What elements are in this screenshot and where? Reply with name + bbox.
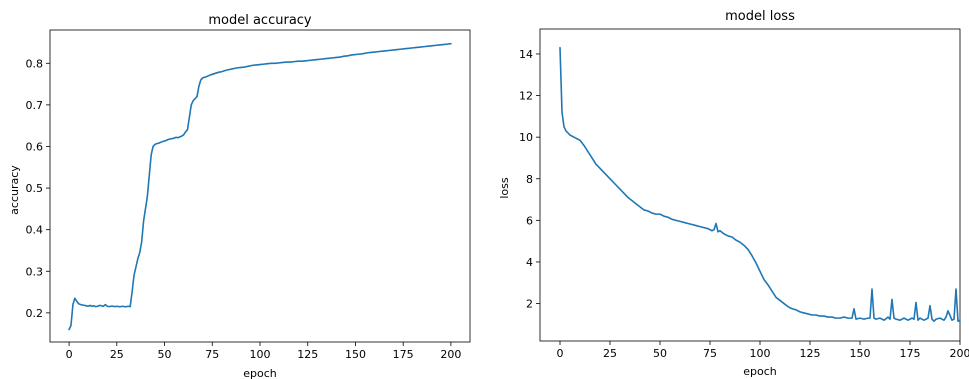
accuracy-series-line xyxy=(68,42,452,331)
accuracy-x-tick-label: 0 xyxy=(66,348,73,361)
accuracy-panel: model accuracy epoch accuracy 0 25 50 75 100… xyxy=(8,13,471,379)
accuracy-y-tick-label: 0.8 xyxy=(26,57,44,70)
accuracy-x-tick-label: 200 xyxy=(440,348,461,361)
accuracy-x-tick-label: 25 xyxy=(110,348,124,361)
loss-panel: model loss epoch loss 0 25 50 75 100 125 150 17… xyxy=(498,9,969,378)
accuracy-axes-frame xyxy=(49,29,471,343)
accuracy-y-tick-label: 0.5 xyxy=(26,182,44,195)
accuracy-x-tick-label: 50 xyxy=(158,348,172,361)
loss-axes-frame xyxy=(539,28,961,342)
accuracy-chart-title: model accuracy xyxy=(208,13,312,28)
accuracy-x-axis-title: epoch xyxy=(243,367,277,379)
loss-x-tick-label: 150 xyxy=(850,347,871,360)
loss-x-tick-label: 125 xyxy=(800,347,821,360)
accuracy-y-tick-label: 0.7 xyxy=(26,99,44,112)
loss-x-tick-label: 75 xyxy=(703,347,717,360)
loss-y-tick-label: 14 xyxy=(519,48,533,61)
loss-y-tick-label: 8 xyxy=(526,173,533,186)
loss-x-tick-label: 175 xyxy=(900,347,921,360)
loss-y-tick-label: 10 xyxy=(519,131,533,144)
loss-y-axis-title: loss xyxy=(498,177,511,199)
loss-x-tick-label: 0 xyxy=(557,347,564,360)
accuracy-y-tick-label: 0.6 xyxy=(26,140,44,153)
accuracy-x-tick-label: 75 xyxy=(205,348,219,361)
accuracy-y-axis-title: accuracy xyxy=(8,165,21,215)
loss-y-tick-label: 6 xyxy=(526,214,533,227)
loss-y-tick-label: 2 xyxy=(526,298,533,311)
accuracy-y-tick-label: 0.2 xyxy=(26,307,44,320)
accuracy-x-tick-label: 100 xyxy=(250,348,271,361)
loss-x-tick-label: 50 xyxy=(653,347,667,360)
loss-x-tick-label: 200 xyxy=(950,347,969,360)
loss-x-tick-label: 25 xyxy=(603,347,617,360)
loss-series-line xyxy=(559,46,961,323)
accuracy-x-tick-label: 125 xyxy=(297,348,318,361)
accuracy-x-tick-label: 150 xyxy=(345,348,366,361)
loss-chart-title: model loss xyxy=(725,9,795,24)
loss-y-tick-label: 4 xyxy=(526,256,533,269)
accuracy-y-tick-label: 0.4 xyxy=(26,224,44,237)
loss-x-tick-label: 100 xyxy=(750,347,771,360)
loss-x-axis-title: epoch xyxy=(743,365,777,378)
accuracy-y-tick-label: 0.3 xyxy=(26,265,44,278)
loss-y-tick-label: 12 xyxy=(519,90,533,103)
accuracy-x-tick-label: 175 xyxy=(393,348,414,361)
